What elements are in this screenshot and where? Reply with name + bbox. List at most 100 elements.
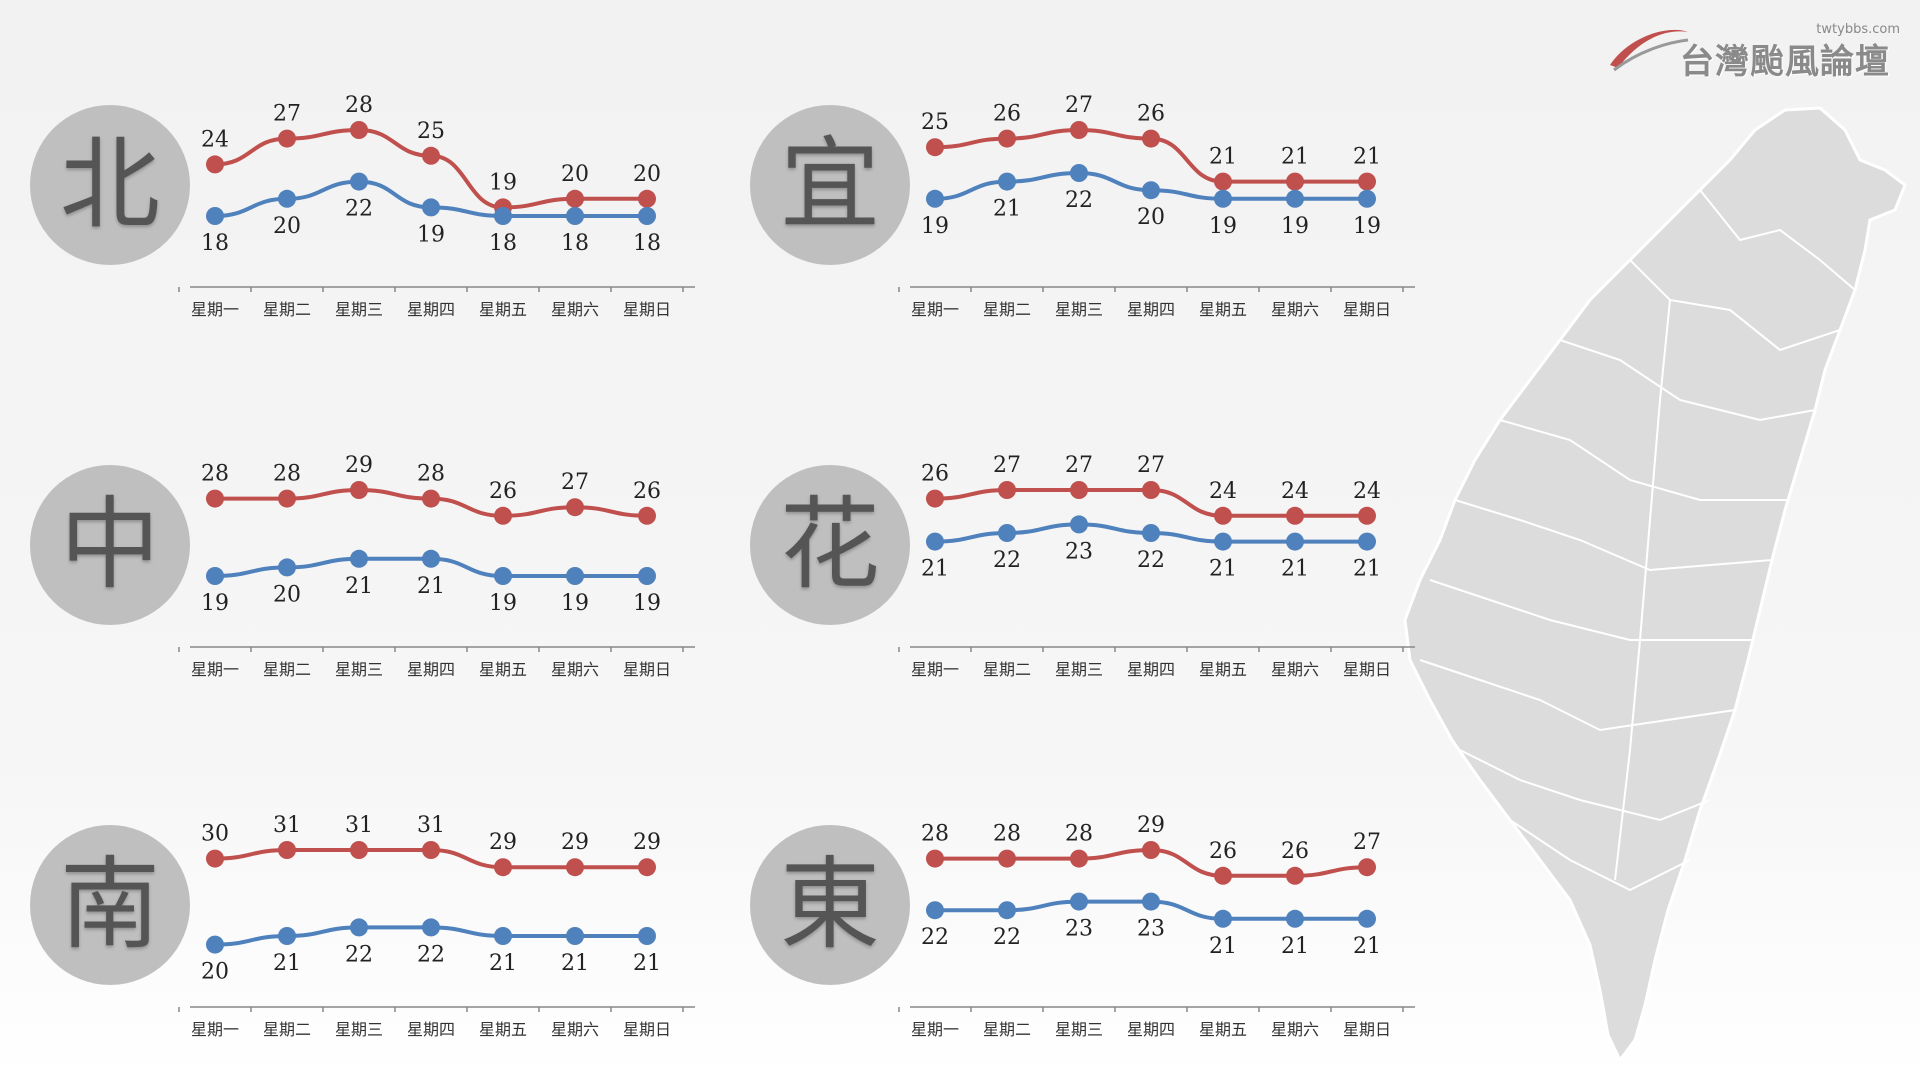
low-temp-label: 18	[489, 231, 517, 256]
low-temp-point	[1286, 189, 1304, 208]
x-tick-label: 星期日	[623, 300, 671, 319]
high-temp-label: 28	[201, 462, 229, 487]
low-temp-label: 21	[921, 557, 949, 582]
forecast-panel: 花星期一 星期二 星期三 星期四 星期五 星期六 星期日 26 27 27 27 24 24 24 21 22…	[750, 435, 1450, 679]
low-temp-point	[1070, 892, 1088, 911]
x-tick-label: 星期二	[263, 660, 311, 679]
region-badge: 東	[750, 825, 910, 985]
x-tick-label: 星期四	[407, 1020, 455, 1039]
x-tick-label: 星期五	[1199, 1020, 1247, 1039]
x-tick-label: 星期日	[1343, 1020, 1391, 1039]
low-temp-label: 23	[1137, 917, 1165, 942]
low-temp-label: 23	[1065, 917, 1093, 942]
high-temp-point	[206, 155, 224, 174]
high-temp-point	[1214, 866, 1232, 885]
high-temp-label: 28	[345, 93, 373, 118]
x-tick-label: 星期一	[191, 1020, 239, 1039]
high-temp-point	[998, 129, 1016, 148]
low-temp-point	[422, 198, 440, 217]
high-temp-point	[1214, 506, 1232, 525]
x-tick-label: 星期三	[335, 660, 383, 679]
x-tick-label: 星期日	[623, 1020, 671, 1039]
low-temp-point	[998, 172, 1016, 191]
high-temp-label: 27	[1065, 93, 1093, 118]
region-label: 宜	[780, 126, 880, 243]
low-temp-point	[926, 532, 944, 551]
high-temp-label: 26	[1281, 839, 1309, 864]
x-tick-label: 星期一	[191, 300, 239, 319]
high-temp-point	[350, 121, 368, 139]
forecast-panel: 宜星期一 星期二 星期三 星期四 星期五 星期六 星期日 25 26 27 26 21 21 21 19 21…	[750, 75, 1450, 319]
low-temp-point	[494, 567, 512, 585]
low-temp-point	[1142, 892, 1160, 911]
temperature-chart: 星期一 星期二 星期三 星期四 星期五 星期六 星期日 28 28 29 28 26 27 26 19 20 2…	[178, 453, 695, 679]
high-temp-label: 28	[1065, 822, 1093, 847]
high-temp-label: 29	[633, 830, 661, 855]
low-temp-label: 21	[633, 951, 661, 976]
low-temp-point	[1070, 164, 1088, 182]
high-temp-label: 21	[1281, 145, 1309, 170]
low-temp-label: 19	[561, 591, 589, 616]
high-temp-label: 27	[1065, 453, 1093, 478]
high-temp-point	[638, 189, 656, 208]
high-temp-point	[998, 481, 1016, 499]
high-temp-label: 28	[417, 462, 445, 487]
logo-swoosh-icon	[1610, 29, 1689, 72]
high-temp-point	[1358, 172, 1376, 191]
high-temp-point	[422, 841, 440, 859]
forecast-panel: 北星期一 星期二 星期三 星期四 星期五 星期六 星期日 24 27 28 25 19 20 20 18 20…	[30, 75, 730, 319]
taiwan-map	[1403, 106, 1907, 1063]
high-temp-label: 28	[273, 462, 301, 487]
high-temp-point	[566, 189, 584, 208]
low-temp-label: 21	[1281, 934, 1309, 959]
x-tick-label: 星期二	[983, 660, 1031, 679]
high-temp-label: 21	[1209, 145, 1237, 170]
low-temp-point	[350, 549, 368, 568]
high-temp-point	[1142, 481, 1160, 499]
high-temp-label: 26	[1137, 102, 1165, 127]
low-temp-label: 22	[993, 548, 1021, 573]
low-temp-label: 22	[921, 925, 949, 950]
high-temp-point	[1358, 506, 1376, 525]
low-temp-label: 18	[201, 231, 229, 256]
low-temp-label: 21	[1353, 934, 1381, 959]
temperature-chart: 星期一 星期二 星期三 星期四 星期五 星期六 星期日 26 27 27 27 24 24 24 21 22 2…	[898, 453, 1415, 679]
low-temp-label: 22	[1137, 548, 1165, 573]
low-temp-label: 19	[1353, 214, 1381, 239]
low-temp-point	[494, 207, 512, 225]
low-temp-label: 19	[489, 591, 517, 616]
high-temp-point	[926, 849, 944, 868]
logo-text: 台灣颱風論壇	[1680, 42, 1890, 82]
high-temp-point	[1070, 481, 1088, 499]
forecast-panel: 南星期一 星期二 星期三 星期四 星期五 星期六 星期日 30 31 31 31 29 29 29 20 21…	[30, 795, 730, 1039]
high-temp-label: 19	[489, 170, 517, 195]
low-temp-point	[998, 524, 1016, 542]
high-temp-point	[1070, 849, 1088, 868]
x-tick-label: 星期六	[1271, 660, 1319, 679]
low-temp-point	[1358, 532, 1376, 551]
x-tick-label: 星期五	[1199, 660, 1247, 679]
low-temp-point	[278, 189, 296, 208]
low-temp-label: 18	[633, 231, 661, 256]
high-temp-label: 24	[1353, 479, 1381, 504]
x-tick-label: 星期五	[1199, 300, 1247, 319]
high-temp-point	[566, 498, 584, 517]
high-temp-label: 27	[1353, 830, 1381, 855]
x-tick-label: 星期三	[335, 300, 383, 319]
high-temp-point	[278, 841, 296, 859]
low-temp-label: 21	[273, 951, 301, 976]
high-temp-label: 31	[273, 813, 301, 838]
temperature-chart: 星期一 星期二 星期三 星期四 星期五 星期六 星期日 25 26 27 26 21 21 21 19 21 2…	[898, 93, 1415, 319]
x-tick-label: 星期六	[551, 300, 599, 319]
low-temp-label: 20	[273, 214, 301, 239]
low-temp-point	[278, 558, 296, 577]
region-badge: 宜	[750, 105, 910, 265]
high-temp-label: 28	[921, 822, 949, 847]
high-temp-point	[1358, 858, 1376, 877]
region-badge: 南	[30, 825, 190, 985]
low-temp-point	[926, 189, 944, 208]
low-temp-point	[1286, 532, 1304, 551]
high-temp-label: 30	[201, 822, 229, 847]
x-tick-label: 星期六	[1271, 300, 1319, 319]
high-temp-label: 20	[633, 162, 661, 187]
